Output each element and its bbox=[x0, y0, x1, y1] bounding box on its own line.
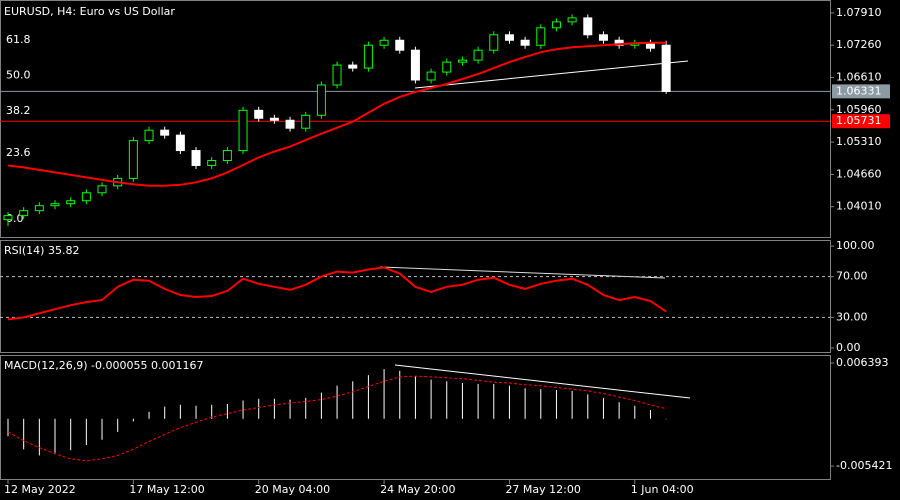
candle-body bbox=[50, 203, 60, 207]
candle-body bbox=[410, 49, 420, 81]
x-tick-label: 20 May 04:00 bbox=[255, 483, 330, 496]
candle-body bbox=[285, 119, 295, 129]
candle-body bbox=[332, 64, 342, 86]
y-tick-label: 30.00 bbox=[836, 310, 868, 323]
y-tick-label: 1.05310 bbox=[836, 135, 882, 148]
candle-body bbox=[661, 44, 671, 92]
panel-title: RSI(14) 35.82 bbox=[4, 244, 79, 257]
candle-body bbox=[301, 114, 311, 129]
panel-title: MACD(12,26,9) -0.000055 0.001167 bbox=[4, 359, 203, 372]
candle-body bbox=[645, 42, 655, 49]
candle-body bbox=[222, 150, 232, 161]
y-tick-label: 1.07260 bbox=[836, 38, 882, 51]
fib-level-label: 38.2 bbox=[6, 104, 31, 117]
candle-body bbox=[348, 64, 358, 69]
candle-body bbox=[551, 21, 561, 29]
y-tick-label: 70.00 bbox=[836, 270, 868, 283]
candle-body bbox=[598, 34, 608, 41]
candle-body bbox=[520, 39, 530, 46]
candle-body bbox=[269, 117, 279, 121]
candle-body bbox=[567, 17, 577, 23]
candle-body bbox=[583, 17, 593, 36]
rsi-line bbox=[7, 266, 667, 321]
trend-line bbox=[414, 60, 689, 89]
candle-body bbox=[128, 140, 138, 179]
candle-body bbox=[175, 134, 185, 152]
price-tag-label: 1.06331 bbox=[836, 84, 882, 97]
candle-body bbox=[191, 150, 201, 166]
candle-body bbox=[3, 215, 13, 221]
y-tick-label: 1.04010 bbox=[836, 200, 882, 213]
price-panel-frame bbox=[0, 0, 831, 238]
candle-body bbox=[504, 34, 514, 41]
y-tick-label: 1.06610 bbox=[836, 71, 882, 84]
candle-body bbox=[97, 185, 107, 194]
y-tick-label: 0.006393 bbox=[836, 356, 889, 369]
macd-panel-frame bbox=[0, 355, 831, 480]
candle-body bbox=[160, 129, 170, 136]
candle-body bbox=[457, 59, 467, 63]
candle-body bbox=[81, 192, 91, 202]
moving-average bbox=[7, 41, 667, 187]
candle-body bbox=[19, 210, 29, 217]
x-tick-label: 27 May 12:00 bbox=[505, 483, 580, 496]
price-tag bbox=[832, 114, 890, 129]
candle-body bbox=[66, 200, 76, 205]
candle-body bbox=[489, 34, 499, 51]
fib-level-label: 61.8 bbox=[6, 33, 31, 46]
y-tick-label: -0.005421 bbox=[836, 459, 892, 472]
candle-body bbox=[254, 109, 264, 119]
signal-line bbox=[7, 375, 667, 462]
candle-body bbox=[614, 39, 624, 46]
candle-body bbox=[316, 84, 326, 116]
rsi-panel-frame bbox=[0, 240, 831, 353]
y-tick-label: 100.00 bbox=[836, 239, 875, 252]
price-tag bbox=[832, 84, 890, 99]
fib-level-label: 23.6 bbox=[6, 146, 31, 159]
y-tick-label: 1.05960 bbox=[836, 103, 882, 116]
candle-body bbox=[426, 71, 436, 81]
panel-title: EURUSD, H4: Euro vs US Dollar bbox=[4, 5, 175, 18]
candle-body bbox=[536, 27, 546, 46]
rsi-trend-line bbox=[379, 266, 666, 279]
price-tag-label: 1.05731 bbox=[836, 114, 882, 127]
x-tick-label: 17 May 12:00 bbox=[129, 483, 204, 496]
x-tick-label: 1 Jun 04:00 bbox=[631, 483, 694, 496]
candle-body bbox=[395, 39, 405, 51]
candle-body bbox=[207, 159, 217, 166]
y-tick-label: 0.00 bbox=[836, 341, 861, 354]
macd-trend-line bbox=[394, 364, 691, 399]
y-tick-label: 1.04660 bbox=[836, 167, 882, 180]
candle-body bbox=[144, 129, 154, 142]
candle-body bbox=[473, 49, 483, 61]
candle-body bbox=[34, 205, 44, 212]
candle-body bbox=[238, 109, 248, 152]
y-tick-label: 1.07910 bbox=[836, 6, 882, 19]
candle-body bbox=[442, 61, 452, 73]
x-tick-label: 24 May 20:00 bbox=[380, 483, 455, 496]
candle-body bbox=[363, 44, 373, 69]
candle-body bbox=[379, 39, 389, 46]
fib-level-label: 50.0 bbox=[6, 68, 31, 81]
x-tick-label: 12 May 2022 bbox=[4, 483, 76, 496]
